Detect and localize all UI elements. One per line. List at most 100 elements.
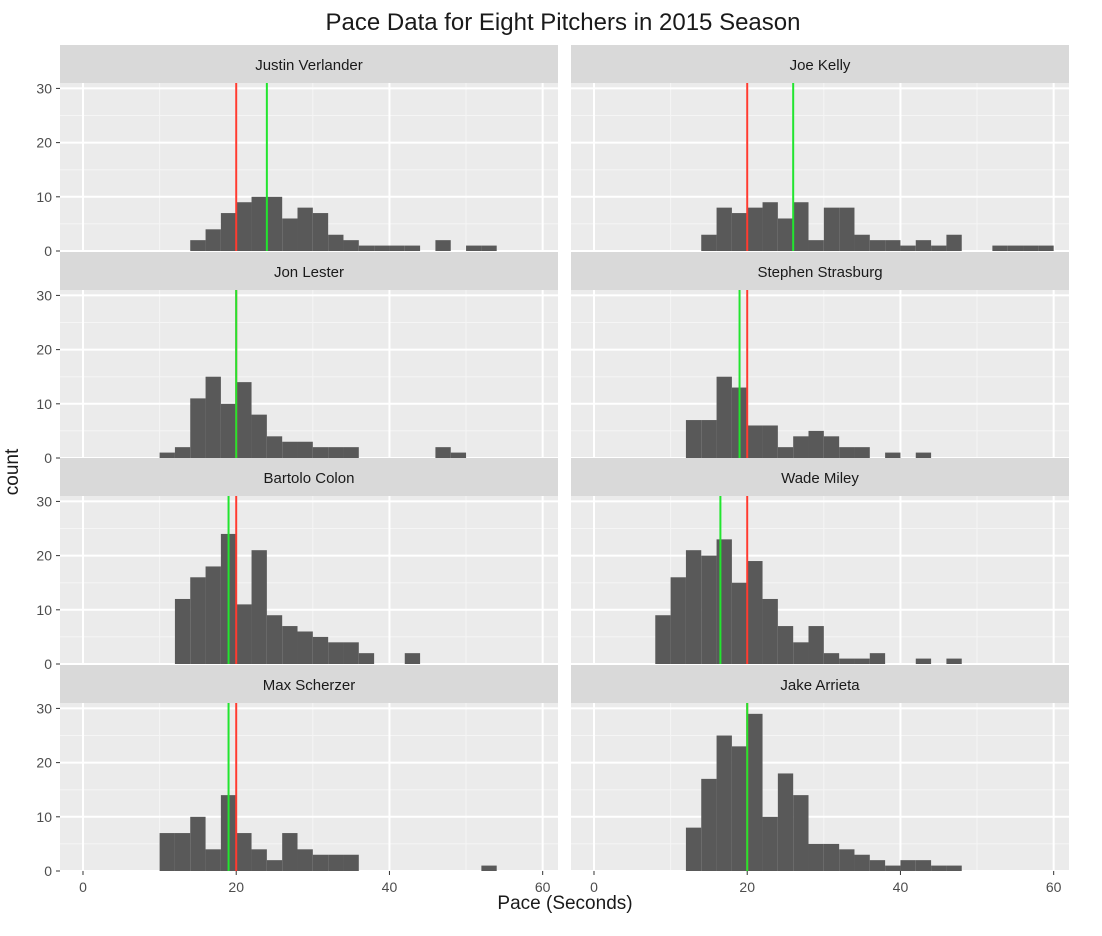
histogram-bar (312, 447, 329, 458)
histogram-bar (159, 452, 175, 458)
histogram-bar (854, 854, 870, 871)
histogram-bar (762, 598, 778, 664)
histogram-bar (174, 447, 191, 458)
histogram-bar (220, 403, 237, 458)
histogram-bar (747, 425, 763, 458)
facet-strip-label: Bartolo Colon (264, 470, 355, 487)
histogram-bar (808, 843, 824, 871)
histogram-bar (823, 207, 840, 251)
histogram-bar (931, 245, 947, 251)
facet-strip (60, 458, 558, 496)
histogram-bar (435, 240, 451, 251)
histogram-bar (915, 860, 932, 871)
histogram-bar (1007, 245, 1024, 251)
histogram-bar (343, 240, 359, 251)
histogram-bar (466, 245, 482, 251)
histogram-bar (793, 202, 809, 251)
histogram-bar (190, 398, 206, 458)
histogram-bar (854, 447, 870, 458)
y-tick-label: 30 (36, 493, 52, 509)
histogram-bar (915, 658, 932, 664)
plot-background (60, 290, 558, 458)
chart-title: Pace Data for Eight Pitchers in 2015 Sea… (326, 9, 801, 36)
histogram-bar (174, 833, 191, 871)
histogram-bar (343, 642, 359, 664)
histogram-bar (731, 213, 748, 251)
y-tick-label: 0 (44, 243, 52, 259)
histogram-bar (823, 436, 840, 458)
histogram-bar (777, 773, 794, 871)
facet-panel: Jon Lester 0 10 20 30 (36, 252, 558, 466)
histogram-bar (358, 653, 375, 664)
histogram-bar (266, 860, 283, 871)
plot-background (571, 83, 1069, 251)
y-tick-label: 20 (36, 342, 52, 358)
x-tick-label: 0 (590, 879, 598, 895)
histogram-bar (297, 631, 313, 664)
histogram-bar (282, 833, 298, 871)
histogram-bar (205, 566, 221, 664)
facet-panel: Justin Verlander 0 10 20 30 (36, 45, 558, 259)
histogram-bar (404, 245, 421, 251)
histogram-bar (946, 658, 962, 664)
histogram-bar (900, 245, 916, 251)
histogram-bar (854, 658, 870, 664)
histogram-bar (701, 778, 717, 871)
histogram-bar (839, 658, 855, 664)
facet-panel: Bartolo Colon 0 10 20 30 (36, 458, 558, 672)
facet-strip (571, 45, 1069, 83)
histogram-bar (205, 376, 221, 458)
histogram-bar (297, 849, 313, 871)
histogram-bar (282, 626, 298, 664)
histogram-bar (762, 425, 778, 458)
histogram-bar (777, 626, 794, 664)
histogram-bar (747, 561, 763, 664)
histogram-bar (358, 245, 375, 251)
facet-strip-label: Wade Miley (781, 470, 859, 487)
histogram-bar (328, 234, 344, 251)
histogram-bar (946, 865, 962, 871)
x-tick-label: 60 (1046, 879, 1062, 895)
facet-panel: Joe Kelly (571, 45, 1069, 252)
histogram-bar (701, 420, 717, 458)
histogram-bar (251, 196, 267, 251)
x-tick-label: 20 (739, 879, 755, 895)
facet-strip (571, 252, 1069, 290)
histogram-bar (869, 653, 886, 664)
x-tick-label: 20 (228, 879, 244, 895)
y-tick-label: 10 (36, 189, 52, 205)
histogram-bar (266, 615, 283, 664)
y-axis-title: count (2, 448, 23, 495)
histogram-bar (900, 860, 916, 871)
histogram-bar (404, 653, 421, 664)
histogram-bar (282, 218, 298, 251)
histogram-bar (885, 452, 901, 458)
histogram-bar (731, 746, 748, 871)
y-tick-label: 10 (36, 809, 52, 825)
histogram-bar (885, 865, 901, 871)
facet-panel: Wade Miley (571, 458, 1069, 665)
histogram-bar (839, 207, 855, 251)
facet-strip-label: Jon Lester (274, 264, 344, 281)
histogram-bar (716, 376, 732, 458)
plot-background (571, 703, 1069, 871)
histogram-bar (747, 713, 763, 871)
histogram-bar (854, 234, 870, 251)
histogram-bar (205, 849, 221, 871)
histogram-bar (716, 539, 732, 664)
histogram-bar (220, 213, 237, 251)
histogram-bar (328, 854, 344, 871)
facet-panels: Justin Verlander 0 10 20 30 Joe Kelly Jon Lest… (36, 45, 1069, 895)
histogram-bar (205, 229, 221, 251)
histogram-bar (312, 854, 329, 871)
facet-panel: Max Scherzer 0 10 20 30 0 20 40 60 (36, 665, 558, 895)
histogram-bar (190, 240, 206, 251)
facet-strip (60, 252, 558, 290)
histogram-bar (190, 577, 206, 664)
histogram-bar (716, 207, 732, 251)
facet-panel: Stephen Strasburg (571, 252, 1069, 459)
histogram-bar (282, 441, 298, 458)
x-tick-label: 0 (79, 879, 87, 895)
facet-strip (60, 665, 558, 703)
